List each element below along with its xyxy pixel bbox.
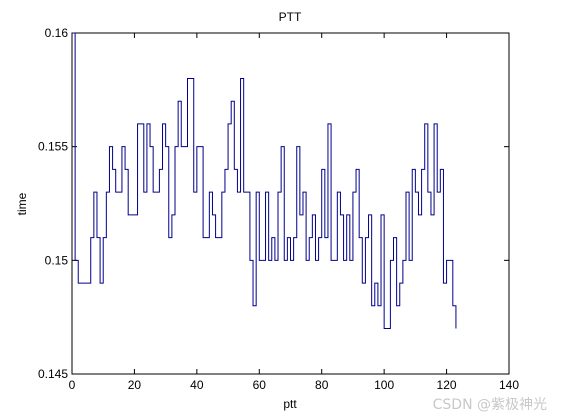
- y-tick-label: 0.16: [45, 26, 69, 40]
- x-tick-label: 140: [499, 378, 519, 392]
- x-axis-ticks: 0 20 40 60 80 100 120 140: [69, 33, 519, 392]
- y-tick-label: 0.145: [38, 367, 68, 381]
- series-line: [72, 32, 457, 330]
- x-tick-label: 80: [315, 378, 329, 392]
- x-tick-label: 20: [128, 378, 142, 392]
- x-tick-label: 120: [437, 378, 457, 392]
- y-axis-ticks: 0.145 0.15 0.155 0.16: [38, 26, 509, 381]
- y-tick-label: 0.155: [38, 140, 68, 154]
- x-axis-label: ptt: [283, 397, 297, 411]
- x-tick-label: 40: [190, 378, 204, 392]
- watermark: CSDN @紫极神光: [433, 397, 547, 413]
- chart-title: PTT: [279, 10, 302, 24]
- y-tick-label: 0.15: [45, 253, 69, 267]
- x-tick-label: 60: [253, 378, 267, 392]
- x-tick-label: 0: [69, 378, 76, 392]
- x-tick-label: 100: [374, 378, 394, 392]
- y-axis-label: time: [15, 192, 29, 215]
- plot-area: [71, 32, 510, 375]
